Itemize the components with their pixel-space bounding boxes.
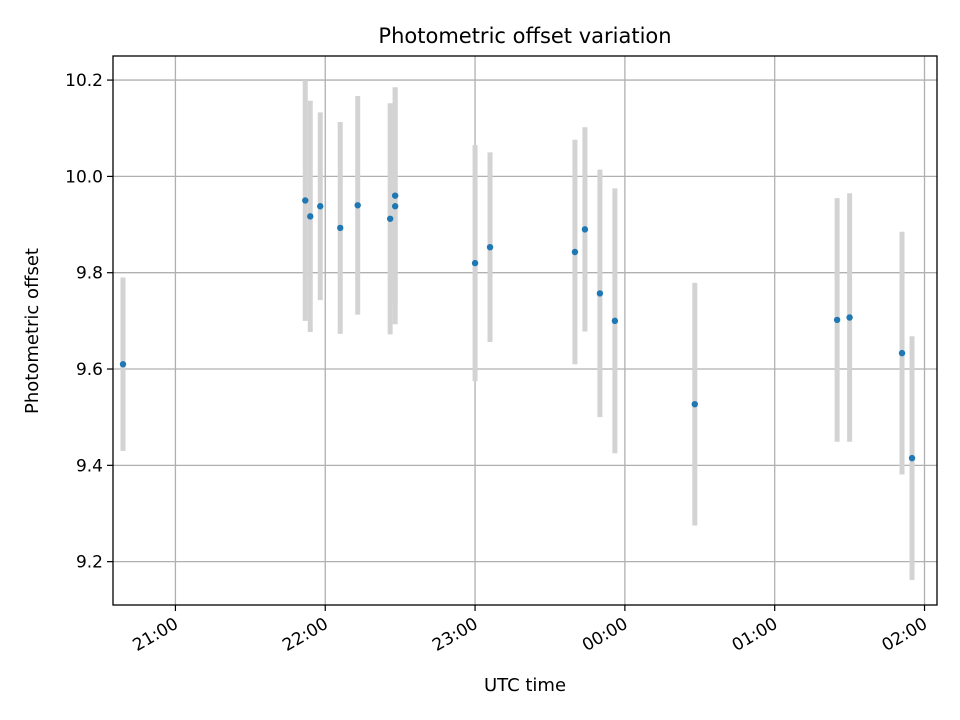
y-tick-label: 10.2 <box>65 71 103 91</box>
x-tick-label: 01:00 <box>729 614 781 656</box>
data-point <box>471 259 479 267</box>
data-point <box>846 314 853 321</box>
data-point <box>391 192 399 199</box>
data-point <box>611 317 619 325</box>
data-point <box>307 213 314 220</box>
y-tick-label: 9.8 <box>76 264 103 284</box>
x-tick-label: 00:00 <box>579 614 631 656</box>
x-axis: 21:00 22:00 23:00 00:00 01:00 02:00 <box>129 605 931 656</box>
data-point <box>581 226 589 233</box>
chart-title: Photometric offset variation <box>378 24 671 48</box>
data-point <box>302 197 309 204</box>
data-point <box>596 290 604 297</box>
x-tick-label: 22:00 <box>279 614 331 656</box>
data-markers <box>119 192 916 462</box>
y-axis-label: Photometric offset <box>22 248 43 414</box>
y-axis: 9.2 9.4 9.6 9.8 10.0 10.2 <box>65 71 113 573</box>
x-axis-label: UTC time <box>484 675 566 696</box>
data-point <box>833 316 841 324</box>
x-tick-label: 21:00 <box>129 614 181 656</box>
y-tick-label: 9.6 <box>76 360 103 380</box>
data-point <box>898 349 906 357</box>
data-point <box>691 400 698 408</box>
y-tick-label: 9.4 <box>76 456 103 476</box>
y-tick-label: 10.0 <box>65 167 103 187</box>
x-tick-label: 23:00 <box>429 614 481 656</box>
data-point <box>119 361 127 368</box>
grid <box>113 56 937 605</box>
data-point <box>386 215 394 222</box>
y-tick-label: 9.2 <box>76 553 103 573</box>
data-point <box>354 202 361 209</box>
data-point <box>391 203 399 210</box>
data-point <box>337 224 344 232</box>
error-bars <box>120 80 915 580</box>
data-point <box>317 203 324 210</box>
x-tick-label: 02:00 <box>879 614 931 656</box>
data-point <box>571 248 579 256</box>
plot-frame <box>112 55 938 606</box>
data-point <box>908 454 916 462</box>
data-point <box>486 243 494 251</box>
